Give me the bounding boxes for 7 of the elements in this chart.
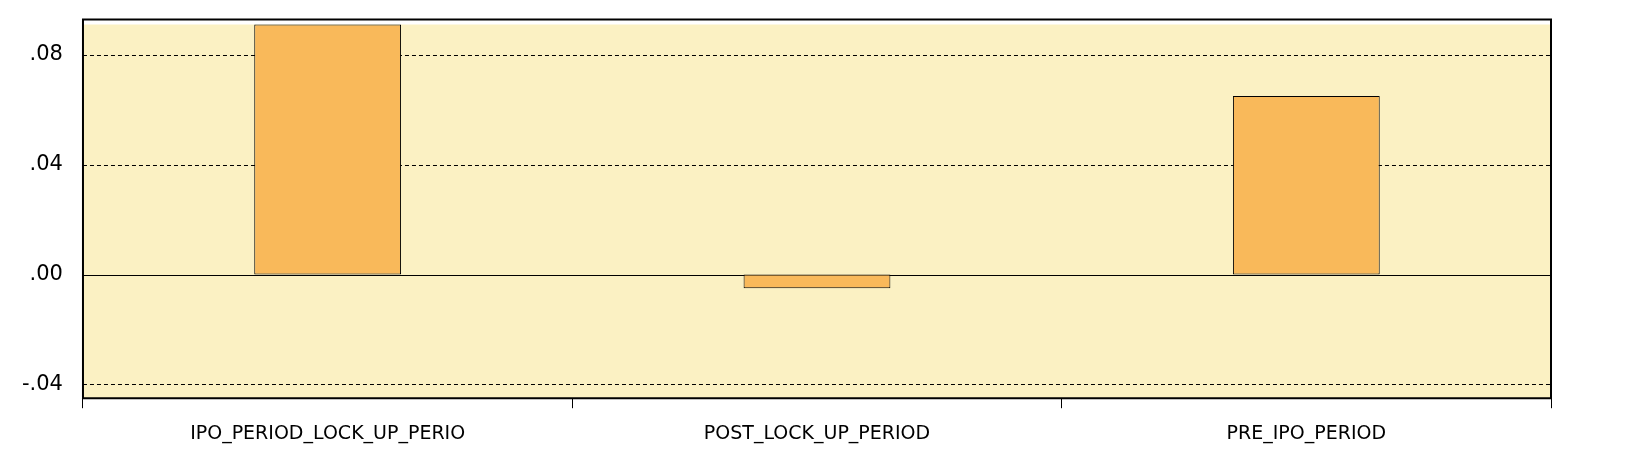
y-tick-label: .08 <box>29 41 63 66</box>
y-tick-label: -.04 <box>21 370 63 395</box>
x-tick-label: IPO_PERIOD_LOCK_UP_PERIO <box>190 420 466 444</box>
y-tick-label: .00 <box>29 261 63 286</box>
x-tick-label: POST_LOCK_UP_PERIOD <box>703 420 931 444</box>
y-tick-label: .04 <box>29 151 63 176</box>
x-tick-label: PRE_IPO_PERIOD <box>1226 420 1387 444</box>
